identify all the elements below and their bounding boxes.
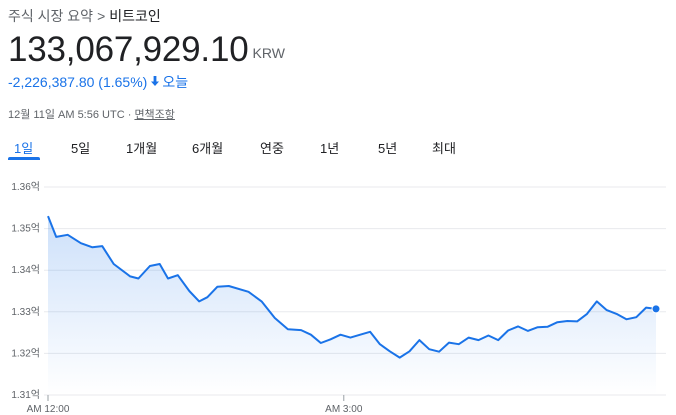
breadcrumb-parent-link[interactable]: 주식 시장 요약 (8, 8, 94, 24)
x-tick-label: AM 12:00 (27, 404, 70, 415)
disclaimer-link[interactable]: 면책조항 (134, 109, 175, 121)
y-tick-label: 1.33억 (11, 306, 40, 318)
y-tick-label: 1.34억 (11, 264, 40, 276)
price-row: 133,067,929.10 KRW (8, 30, 285, 70)
x-tick-label: AM 3:00 (325, 404, 363, 415)
price-area-fill (48, 216, 656, 395)
y-tick-label: 1.32억 (11, 347, 40, 359)
meta-separator: · (127, 109, 132, 121)
price-series-line (47, 215, 657, 359)
tab-max[interactable]: 최대 (432, 141, 456, 156)
tab-5y[interactable]: 5년 (378, 141, 398, 156)
change-period: 오늘 (162, 74, 189, 90)
price-chart[interactable]: 1.36억 1.35억 1.34억 1.33억 1.32억 1.31억 AM 12:00 AM… (0, 175, 676, 415)
breadcrumb-current: 비트코인 (109, 8, 161, 24)
breadcrumb-separator: > (97, 8, 106, 24)
tab-1y[interactable]: 1년 (320, 141, 340, 156)
arrow-down-icon (150, 74, 160, 90)
tab-5d[interactable]: 5일 (71, 141, 91, 156)
price-change-row: -2,226,387.80 (1.65%) 오늘 (8, 72, 188, 92)
breadcrumb: 주식 시장 요약 > 비트코인 (8, 6, 161, 26)
tab-6m[interactable]: 6개월 (192, 141, 224, 156)
timestamp: 12월 11일 AM 5:56 UTC (8, 109, 125, 121)
range-tabs: 1일 5일 1개월 6개월 연중 1년 5년 최대 (0, 132, 676, 162)
y-tick-label: 1.31억 (11, 389, 40, 401)
y-tick-label: 1.35억 (11, 223, 40, 235)
tab-ytd[interactable]: 연중 (260, 141, 284, 156)
tab-1m[interactable]: 1개월 (126, 141, 158, 156)
price-change: -2,226,387.80 (1.65%) (8, 74, 148, 90)
currency-label: KRW (252, 45, 285, 61)
active-tab-indicator (8, 157, 40, 160)
timestamp-row: 12월 11일 AM 5:56 UTC · 면책조항 (8, 106, 175, 122)
y-tick-label: 1.36억 (11, 181, 40, 193)
latest-price-point (651, 304, 661, 314)
tab-1d[interactable]: 1일 (14, 141, 34, 156)
current-price: 133,067,929.10 (8, 30, 249, 69)
